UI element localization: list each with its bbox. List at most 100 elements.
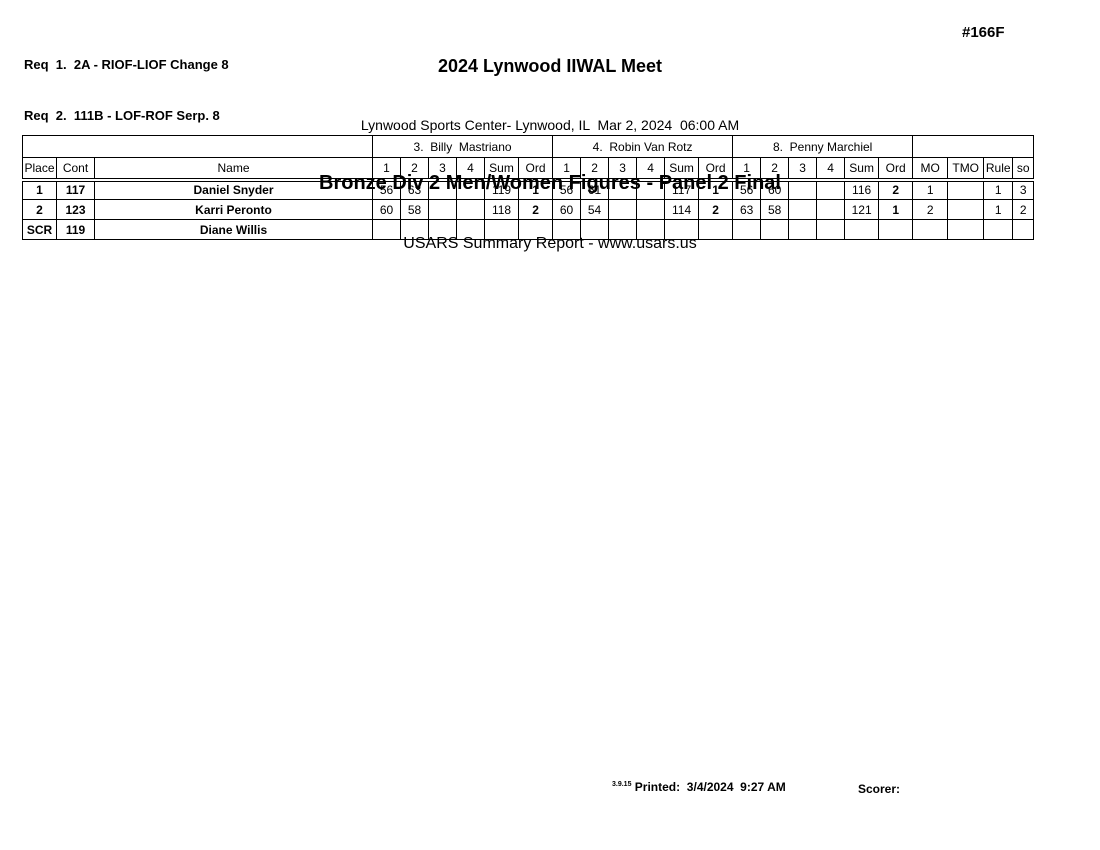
column-header-score4: 4 (816, 157, 846, 182)
sum-cell: 114 (664, 199, 700, 220)
skater-name-cell: Daniel Snyder (93, 179, 374, 200)
scorer-label: Scorer: (858, 782, 901, 796)
column-header-place: Place (22, 157, 57, 182)
sum-cell (484, 219, 520, 240)
event-number: #166F (962, 24, 1005, 41)
table-row: 1 117 Daniel Snyder 56 63 119 1 56 61 11… (22, 179, 1035, 200)
requirement-line-1: Req 1. 2A - RIOF-LIOF Change 8 (24, 57, 229, 72)
sum-ordinals-cell (1012, 219, 1035, 240)
majority-ordinal-cell: 1 (912, 179, 949, 200)
judge-header-spacer-left (21, 135, 374, 158)
score-cell: 60 (760, 179, 790, 200)
score-cell (816, 199, 846, 220)
score-cell (456, 219, 486, 240)
column-header-score1: 1 (552, 157, 582, 182)
majority-ordinal-cell (912, 219, 949, 240)
score-cell (456, 199, 486, 220)
rule-cell (983, 219, 1014, 240)
sum-cell (664, 219, 700, 240)
score-cell (608, 199, 638, 220)
score-cell (428, 199, 458, 220)
sum-cell (844, 219, 880, 240)
score-cell: 56 (552, 179, 582, 200)
skater-name-cell: Diane Willis (93, 219, 374, 240)
score-cell: 63 (400, 179, 430, 200)
requirement-line-2: Req 2. 111B - LOF-ROF Serp. 8 (24, 108, 220, 123)
score-cell (552, 219, 582, 240)
score-cell: 56 (732, 179, 762, 200)
score-cell (760, 219, 790, 240)
place-cell: 1 (22, 179, 57, 200)
score-cell (816, 179, 846, 200)
score-cell (608, 219, 638, 240)
sum-cell: 119 (484, 179, 520, 200)
score-cell (636, 179, 666, 200)
judge-name-header: 3. Billy Mastriano (372, 135, 554, 158)
score-cell (788, 179, 818, 200)
rule-cell: 1 (983, 199, 1014, 220)
column-header-score4: 4 (636, 157, 666, 182)
column-header-ord: Ord (878, 157, 914, 182)
column-header-score2: 2 (580, 157, 610, 182)
place-cell: 2 (22, 199, 57, 220)
score-cell (732, 219, 762, 240)
score-cell (372, 219, 402, 240)
score-cell (636, 219, 666, 240)
score-cell: 60 (552, 199, 582, 220)
judge-header-spacer-right (912, 135, 1035, 158)
ordinal-cell (518, 219, 554, 240)
column-header-cont: Cont (56, 157, 95, 182)
judge-name-header: 8. Penny Marchiel (732, 135, 914, 158)
column-header-so: so (1012, 157, 1035, 182)
score-cell: 58 (760, 199, 790, 220)
score-cell: 58 (400, 199, 430, 220)
software-version: 3.9.15 (612, 781, 632, 788)
column-header-name: Name (93, 157, 374, 182)
score-cell: 54 (580, 199, 610, 220)
sum-cell: 118 (484, 199, 520, 220)
judge-name-header: 4. Robin Van Rotz (552, 135, 734, 158)
contestant-number-cell: 117 (56, 179, 95, 200)
sum-ordinals-cell: 2 (1012, 199, 1035, 220)
place-cell: SCR (22, 219, 57, 240)
score-cell (400, 219, 430, 240)
column-header-score4: 4 (456, 157, 486, 182)
total-majority-ordinal-cell (947, 199, 985, 220)
column-header-tmo: TMO (947, 157, 985, 182)
score-cell (788, 199, 818, 220)
sum-cell: 116 (844, 179, 880, 200)
column-header-mo: MO (912, 157, 949, 182)
score-cell (608, 179, 638, 200)
rule-cell: 1 (983, 179, 1014, 200)
ordinal-cell: 2 (698, 199, 734, 220)
column-header-score3: 3 (788, 157, 818, 182)
printed-timestamp: 3.9.15 Printed: 3/4/2024 9:27 AM (612, 780, 786, 794)
column-header-sum: Sum (484, 157, 520, 182)
judge-header-row: 3. Billy Mastriano 4. Robin Van Rotz 8. … (21, 135, 1035, 158)
meet-subtitle: Lynwood Sports Center- Lynwood, IL Mar 2… (360, 117, 740, 133)
ordinal-cell: 1 (878, 199, 914, 220)
column-header-score2: 2 (400, 157, 430, 182)
requirements-block: Req 1. 2A - RIOF-LIOF Change 8 Req 2. 11… (24, 22, 229, 158)
contestant-number-cell: 123 (56, 199, 95, 220)
column-header-sum: Sum (844, 157, 880, 182)
score-cell (788, 219, 818, 240)
majority-ordinal-cell: 2 (912, 199, 949, 220)
sum-cell: 121 (844, 199, 880, 220)
skater-name-cell: Karri Peronto (93, 199, 374, 220)
score-cell: 61 (580, 179, 610, 200)
ordinal-cell (698, 219, 734, 240)
ordinal-cell: 2 (878, 179, 914, 200)
printed-label: Printed: 3/4/2024 9:27 AM (631, 780, 786, 794)
ordinal-cell: 2 (518, 199, 554, 220)
column-header-score3: 3 (608, 157, 638, 182)
score-cell: 60 (372, 199, 402, 220)
score-cell (636, 199, 666, 220)
column-header-score3: 3 (428, 157, 458, 182)
column-header-score2: 2 (760, 157, 790, 182)
contestant-number-cell: 119 (56, 219, 95, 240)
column-header-score1: 1 (372, 157, 402, 182)
results-table: 3. Billy Mastriano 4. Robin Van Rotz 8. … (21, 135, 1035, 240)
meet-title: 2024 Lynwood IIWAL Meet (437, 56, 663, 76)
